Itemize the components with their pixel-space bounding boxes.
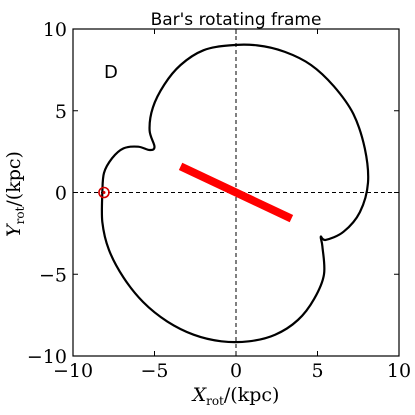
- x-axis-label-symbol: X: [191, 384, 208, 406]
- x-tick-label: −5: [140, 360, 168, 382]
- y-tick-label: −5: [39, 264, 67, 286]
- y-tick-label: 5: [55, 101, 67, 123]
- y-tick-label: 0: [55, 183, 67, 205]
- x-axis-label: Xrot/(kpc): [191, 384, 280, 408]
- y-tick-label: −10: [27, 346, 67, 368]
- x-axis-label-unit: /(kpc): [224, 384, 280, 406]
- y-axis-label-symbol: Y: [3, 222, 25, 237]
- sun-marker-ring: [98, 186, 110, 199]
- y-tick-label: 10: [43, 19, 67, 41]
- series-layer: [98, 43, 370, 344]
- x-axis-label-subscript: rot: [206, 394, 224, 408]
- x-tick-label: 0: [230, 360, 242, 382]
- panel-label: D: [104, 62, 118, 83]
- x-tick-label: 5: [311, 360, 323, 382]
- x-tick-label: 10: [387, 360, 411, 382]
- y-axis-label-unit: /(kpc): [3, 151, 25, 207]
- galactic-bar: [178, 162, 294, 223]
- x-tick-label: −10: [53, 360, 93, 382]
- ticks-layer: −10 −5 0 5 10 −10 −5 0 5 10: [27, 19, 411, 382]
- orbit-path: [100, 43, 370, 344]
- plot-area: −10 −5 0 5 10 −10 −5 0 5 10: [27, 19, 411, 382]
- y-axis-label-subscript: rot: [13, 206, 27, 224]
- sun-marker-dot: [102, 191, 106, 194]
- y-axis-label: Yrot/(kpc): [3, 151, 27, 237]
- chart-title: Bar's rotating frame: [151, 10, 322, 30]
